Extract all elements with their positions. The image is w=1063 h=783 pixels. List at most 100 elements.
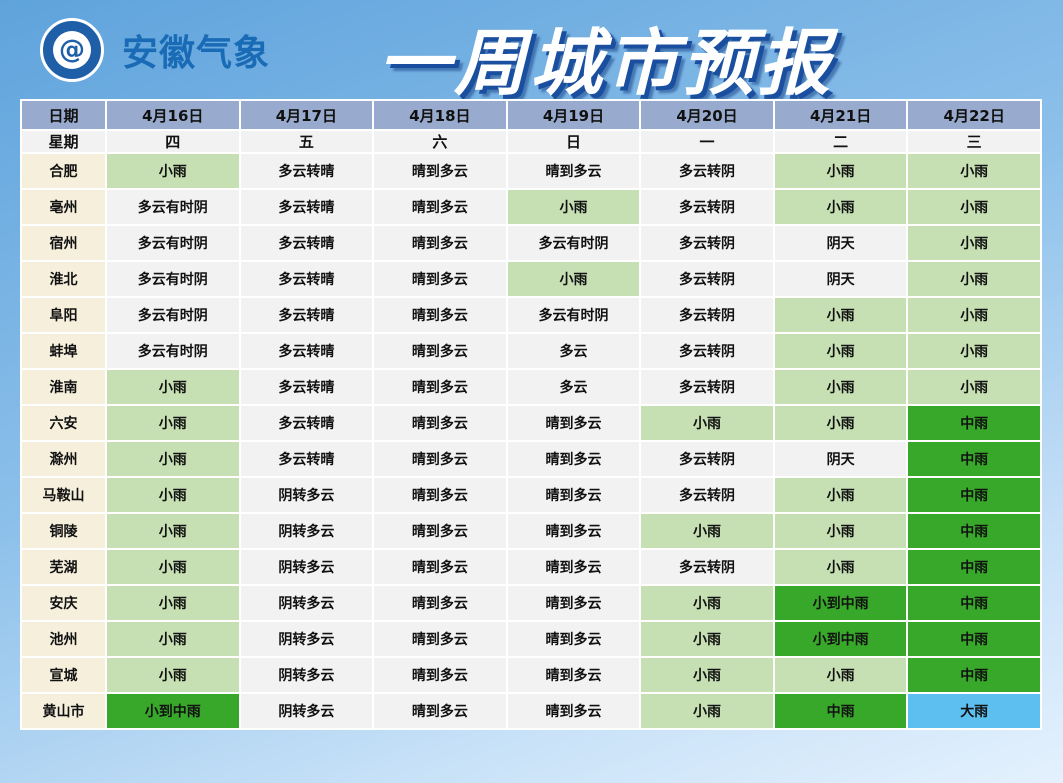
weather-cell: 多云有时阴 [105,296,241,334]
weather-cell: 小雨 [772,512,909,550]
weather-cell: 小雨 [105,476,241,514]
weather-cell: 小雨 [906,296,1042,334]
city-name: 蚌埠 [20,332,107,370]
weather-cell: 晴到多云 [505,404,642,442]
weather-cell: 晴到多云 [505,152,642,190]
weather-cell: 晴到多云 [372,224,508,262]
weather-cell: 多云转晴 [238,332,375,370]
table-row: 淮南 小雨 多云转晴 晴到多云 多云 多云转阴 小雨 小雨 [20,368,1042,406]
weather-cell: 多云转晴 [238,368,375,406]
weather-cell: 阴转多云 [238,512,375,550]
weather-cell: 中雨 [906,620,1042,658]
weather-cell: 中雨 [906,404,1042,442]
weather-cell: 小雨 [772,296,909,334]
weather-cell: 小雨 [772,188,909,226]
weather-cell: 多云转阴 [639,260,775,298]
date-header: 4月17日 [238,99,375,131]
weather-cell: 多云有时阴 [505,296,642,334]
weather-cell: 小雨 [105,152,241,190]
table-row: 宿州 多云有时阴 多云转晴 晴到多云 多云有时阴 多云转阴 阴天 小雨 [20,224,1042,262]
weather-cell: 多云有时阴 [105,224,241,262]
weather-cell: 小雨 [639,692,775,730]
weather-cell: 晴到多云 [372,404,508,442]
weather-cell: 小雨 [906,368,1042,406]
weather-cell: 小雨 [772,404,909,442]
weather-cell: 中雨 [906,440,1042,478]
weather-cell: 多云转晴 [238,296,375,334]
weather-cell: 多云转阴 [639,224,775,262]
weather-cell: 小雨 [105,584,241,622]
date-header: 4月16日 [105,99,241,131]
weather-cell: 晴到多云 [372,296,508,334]
city-name: 马鞍山 [20,476,107,514]
table-row: 蚌埠 多云有时阴 多云转晴 晴到多云 多云 多云转阴 小雨 小雨 [20,332,1042,370]
weather-cell: 多云 [505,368,642,406]
table-row: 淮北 多云有时阴 多云转晴 晴到多云 小雨 多云转阴 阴天 小雨 [20,260,1042,298]
city-name: 芜湖 [20,548,107,586]
weather-cell: 小雨 [906,332,1042,370]
weekday-cell: 五 [238,129,375,154]
weather-cell: 中雨 [906,512,1042,550]
city-name: 滁州 [20,440,107,478]
weather-cell: 阴转多云 [238,584,375,622]
table-row: 黄山市 小到中雨 阴转多云 晴到多云 晴到多云 小雨 中雨 大雨 [20,692,1042,730]
weather-cell: 阴天 [772,224,909,262]
weather-cell: 晴到多云 [372,476,508,514]
weather-cell: 阴转多云 [238,548,375,586]
weather-cell: 阴天 [772,260,909,298]
weekday-cell: 日 [505,129,642,154]
weather-cell: 晴到多云 [372,584,508,622]
weather-cell: 晴到多云 [372,332,508,370]
page-title: 一周城市预报 [378,21,835,105]
table-row: 阜阳 多云有时阴 多云转晴 晴到多云 多云有时阴 多云转阴 小雨 小雨 [20,296,1042,334]
weather-cell: 晴到多云 [372,620,508,658]
weekday-cell: 三 [906,129,1042,154]
weather-cell: 小雨 [105,620,241,658]
weather-cell: 小雨 [639,656,775,694]
weather-cell: 多云转晴 [238,440,375,478]
weekday-cell: 四 [105,129,241,154]
weather-cell: 小到中雨 [772,584,909,622]
table-row: 合肥 小雨 多云转晴 晴到多云 晴到多云 多云转阴 小雨 小雨 [20,152,1042,190]
weather-cell: 小雨 [639,584,775,622]
weather-cell: 中雨 [906,548,1042,586]
date-header: 4月19日 [505,99,642,131]
weather-cell: 小雨 [906,152,1042,190]
weather-cell: 晴到多云 [372,656,508,694]
weather-cell: 小雨 [772,332,909,370]
weather-cell: 小雨 [639,404,775,442]
weekday-cell: 六 [372,129,508,154]
weather-cell: 小雨 [906,188,1042,226]
weather-cell: 多云转晴 [238,152,375,190]
table-row: 池州 小雨 阴转多云 晴到多云 晴到多云 小雨 小到中雨 中雨 [20,620,1042,658]
weather-cell: 中雨 [772,692,909,730]
weather-cell: 小雨 [906,224,1042,262]
weekday-row: 星期四五六日一二三 [20,129,1042,154]
date-header: 4月21日 [772,99,909,131]
weather-cell: 多云有时阴 [105,332,241,370]
weather-cell: 晴到多云 [505,656,642,694]
weather-cell: 晴到多云 [505,692,642,730]
weather-cell: 晴到多云 [372,368,508,406]
brand-name: 安徽气象 [122,32,271,74]
weather-cell: 小雨 [105,404,241,442]
table-row: 六安 小雨 多云转晴 晴到多云 晴到多云 小雨 小雨 中雨 [20,404,1042,442]
table-row: 亳州 多云有时阴 多云转晴 晴到多云 小雨 多云转阴 小雨 小雨 [20,188,1042,226]
weather-cell: 晴到多云 [505,440,642,478]
weekday-cell: 一 [639,129,775,154]
city-name: 阜阳 [20,296,107,334]
city-name: 合肥 [20,152,107,190]
weather-cell: 阴转多云 [238,692,375,730]
bureau-logo: @ [40,18,104,82]
weather-cell: 多云转阴 [639,332,775,370]
weather-cell: 小雨 [105,440,241,478]
forecast-table: 日期 4月16日 4月17日 4月18日 4月19日 4月20日 4月21日 4月22日 星期四… [20,99,1042,730]
weather-cell: 小雨 [105,656,241,694]
weather-cell: 多云有时阴 [105,260,241,298]
city-name: 铜陵 [20,512,107,550]
weather-cell: 晴到多云 [372,152,508,190]
city-name: 六安 [20,404,107,442]
date-header: 4月22日 [906,99,1042,131]
weather-cell: 阴天 [772,440,909,478]
weather-cell: 晴到多云 [372,548,508,586]
